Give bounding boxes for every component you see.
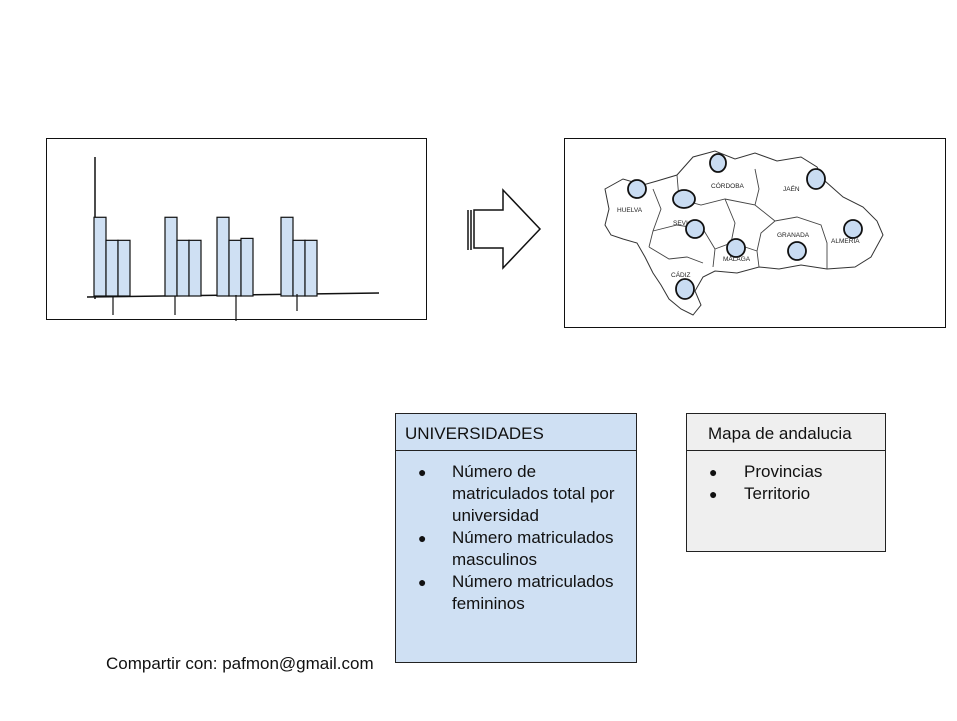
bar bbox=[280, 216, 294, 297]
universidades-card: UNIVERSIDADES ● Número de matriculados to… bbox=[395, 413, 637, 663]
bar-chart-canvas bbox=[86, 157, 380, 321]
province-label: SEVI bbox=[673, 220, 688, 227]
bar bbox=[117, 239, 131, 297]
region-outline bbox=[604, 150, 884, 316]
province-label: HUELVA bbox=[617, 207, 643, 214]
province-marker bbox=[675, 278, 695, 300]
province-label: GRANADA bbox=[777, 232, 810, 239]
list-item-text: Número matriculados femininos bbox=[452, 572, 614, 613]
list-item: ● Número matriculados masculinos bbox=[396, 527, 636, 571]
province-marker bbox=[685, 219, 705, 239]
province-marker bbox=[726, 238, 746, 258]
bullet-icon: ● bbox=[418, 574, 427, 590]
list-item-text: Número matriculados masculinos bbox=[452, 528, 614, 569]
province-label: JAÉN bbox=[783, 184, 800, 193]
province-markers bbox=[627, 153, 863, 300]
bar bbox=[216, 216, 230, 297]
bar bbox=[105, 239, 119, 297]
province-marker bbox=[627, 179, 647, 199]
bullet-icon: ● bbox=[709, 486, 718, 502]
province-marker bbox=[672, 189, 696, 209]
bar-chart-sketch bbox=[46, 138, 427, 321]
list-item: ● Número de matriculados total por univer… bbox=[396, 461, 636, 527]
bar bbox=[292, 239, 306, 297]
universidades-list: ● Número de matriculados total por univer… bbox=[396, 451, 636, 615]
province-marker bbox=[806, 168, 826, 190]
mapa-list: ● Provincias ● Territorio bbox=[687, 451, 885, 505]
province-label: CÓRDOBA bbox=[711, 181, 745, 190]
list-item-text: Número de matriculados total por univers… bbox=[452, 462, 615, 525]
bar bbox=[240, 237, 254, 297]
province-labels: HUELVA CÓRDOBA JAÉN SEVI GRANADA ALMERÍA MÁLAG… bbox=[617, 181, 860, 279]
province-label: MÁLAGA bbox=[723, 254, 751, 263]
bar bbox=[164, 216, 178, 297]
bullet-icon: ● bbox=[418, 530, 427, 546]
mapa-card: Mapa de andalucia ● Provincias ● Territori… bbox=[686, 413, 886, 552]
province-label: ALMERÍA bbox=[831, 236, 860, 245]
andalucia-map-sketch: HUELVA CÓRDOBA JAÉN SEVI GRANADA ALMERÍA MÁLAG… bbox=[564, 138, 946, 328]
right-arrow-icon bbox=[466, 188, 542, 270]
list-item: ● Número matriculados femininos bbox=[396, 571, 636, 615]
bar bbox=[176, 239, 190, 297]
bar bbox=[93, 216, 107, 297]
province-label: CÁDIZ bbox=[671, 270, 691, 279]
mapa-card-title: Mapa de andalucia bbox=[687, 414, 885, 451]
province-marker bbox=[843, 219, 863, 239]
list-item-text: Provincias bbox=[744, 462, 823, 481]
bar bbox=[228, 239, 242, 297]
universidades-card-title: UNIVERSIDADES bbox=[396, 414, 636, 451]
list-item: ● Territorio bbox=[687, 483, 885, 505]
x-ticks bbox=[112, 294, 298, 321]
province-marker bbox=[787, 241, 807, 261]
share-text: Compartir con: pafmon@gmail.com bbox=[106, 654, 374, 673]
bullet-icon: ● bbox=[418, 464, 427, 480]
bullet-icon: ● bbox=[709, 464, 718, 480]
bars-layer bbox=[93, 216, 318, 297]
list-item: ● Provincias bbox=[687, 461, 885, 483]
list-item-text: Territorio bbox=[744, 484, 811, 503]
bar bbox=[188, 239, 202, 297]
province-marker bbox=[709, 153, 727, 173]
map-canvas: HUELVA CÓRDOBA JAÉN SEVI GRANADA ALMERÍA MÁLAG… bbox=[604, 150, 884, 316]
bar bbox=[304, 239, 318, 297]
